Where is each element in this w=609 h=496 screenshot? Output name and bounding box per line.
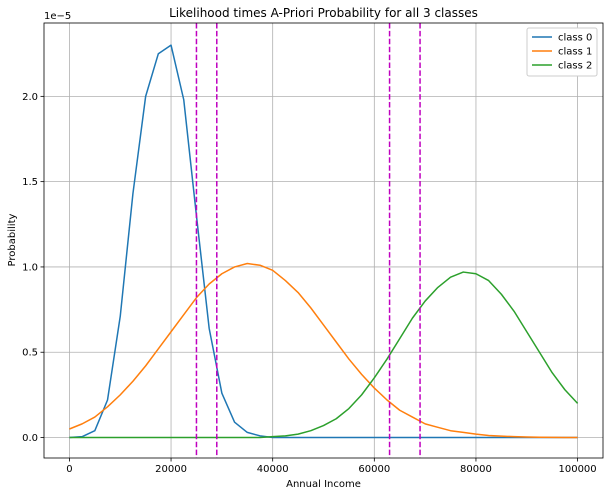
series-line-class-0 (69, 44, 578, 439)
data-lines (69, 44, 579, 439)
y-tick-label: 0.0 (22, 433, 38, 444)
y-ticks: 0.0 0.5 1.0 1.5 2.0 (22, 92, 44, 444)
x-tick-label: 100000 (558, 464, 596, 475)
y-axis-label: Probability (7, 213, 18, 266)
legend: class 0 class 1 class 2 (526, 27, 598, 77)
series-line-class-1 (69, 262, 578, 439)
x-tick-label: 0 (66, 464, 72, 475)
x-axis-label: Annual Income (286, 479, 361, 490)
legend-label: class 0 (558, 33, 592, 44)
x-tick-label: 20000 (155, 464, 187, 475)
y-tick-label: 0.5 (22, 348, 38, 359)
legend-label: class 1 (558, 47, 592, 58)
plot-area (44, 23, 603, 458)
x-tick-label: 80000 (460, 464, 492, 475)
x-tick-label: 40000 (257, 464, 289, 475)
y-offset-label: 1e−5 (44, 11, 71, 22)
plot-frame (43, 22, 604, 459)
x-ticks: 0 20000 40000 60000 80000 100000 (66, 458, 597, 475)
legend-box (526, 27, 598, 77)
series-line-class-2 (69, 271, 579, 439)
legend-label: class 2 (558, 61, 592, 72)
y-tick-label: 1.0 (22, 262, 38, 273)
y-tick-label: 1.5 (22, 177, 38, 188)
threshold-lines (195, 23, 421, 458)
chart-title: Likelihood times A-Priori Probability fo… (169, 6, 478, 20)
y-tick-label: 2.0 (22, 92, 38, 103)
x-tick-label: 60000 (358, 464, 390, 475)
